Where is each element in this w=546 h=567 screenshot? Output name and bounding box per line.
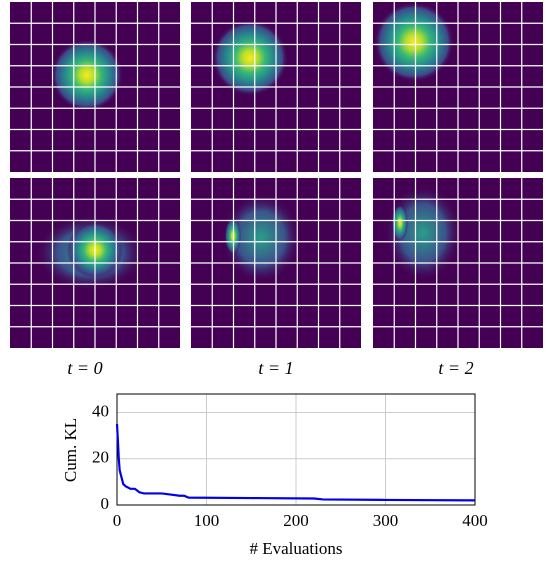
y-tick-label: 40 [92, 401, 109, 420]
x-axis-label: # Evaluations [249, 539, 342, 558]
x-tick-label: 200 [283, 511, 309, 530]
y-tick-label: 20 [92, 448, 109, 467]
heatmap [191, 178, 361, 348]
x-tick-label: 400 [462, 511, 488, 530]
x-tick-label: 300 [373, 511, 399, 530]
heatmap [10, 178, 180, 348]
heatmap [191, 2, 361, 172]
data-line [115, 424, 476, 502]
y-tick-label: 0 [101, 494, 110, 513]
heatmap [10, 2, 180, 172]
heatmap-panels [10, 2, 543, 348]
panel-label: t = 2 [438, 358, 473, 378]
heatmap [373, 2, 543, 172]
plot-frame [116, 393, 476, 506]
x-tick-label: 100 [194, 511, 220, 530]
panel-label: t = 0 [67, 358, 102, 378]
y-axis-label: Cum. KL [61, 418, 80, 482]
panel-label: t = 1 [258, 358, 293, 378]
x-tick-label: 0 [113, 511, 122, 530]
heatmap [373, 178, 543, 348]
